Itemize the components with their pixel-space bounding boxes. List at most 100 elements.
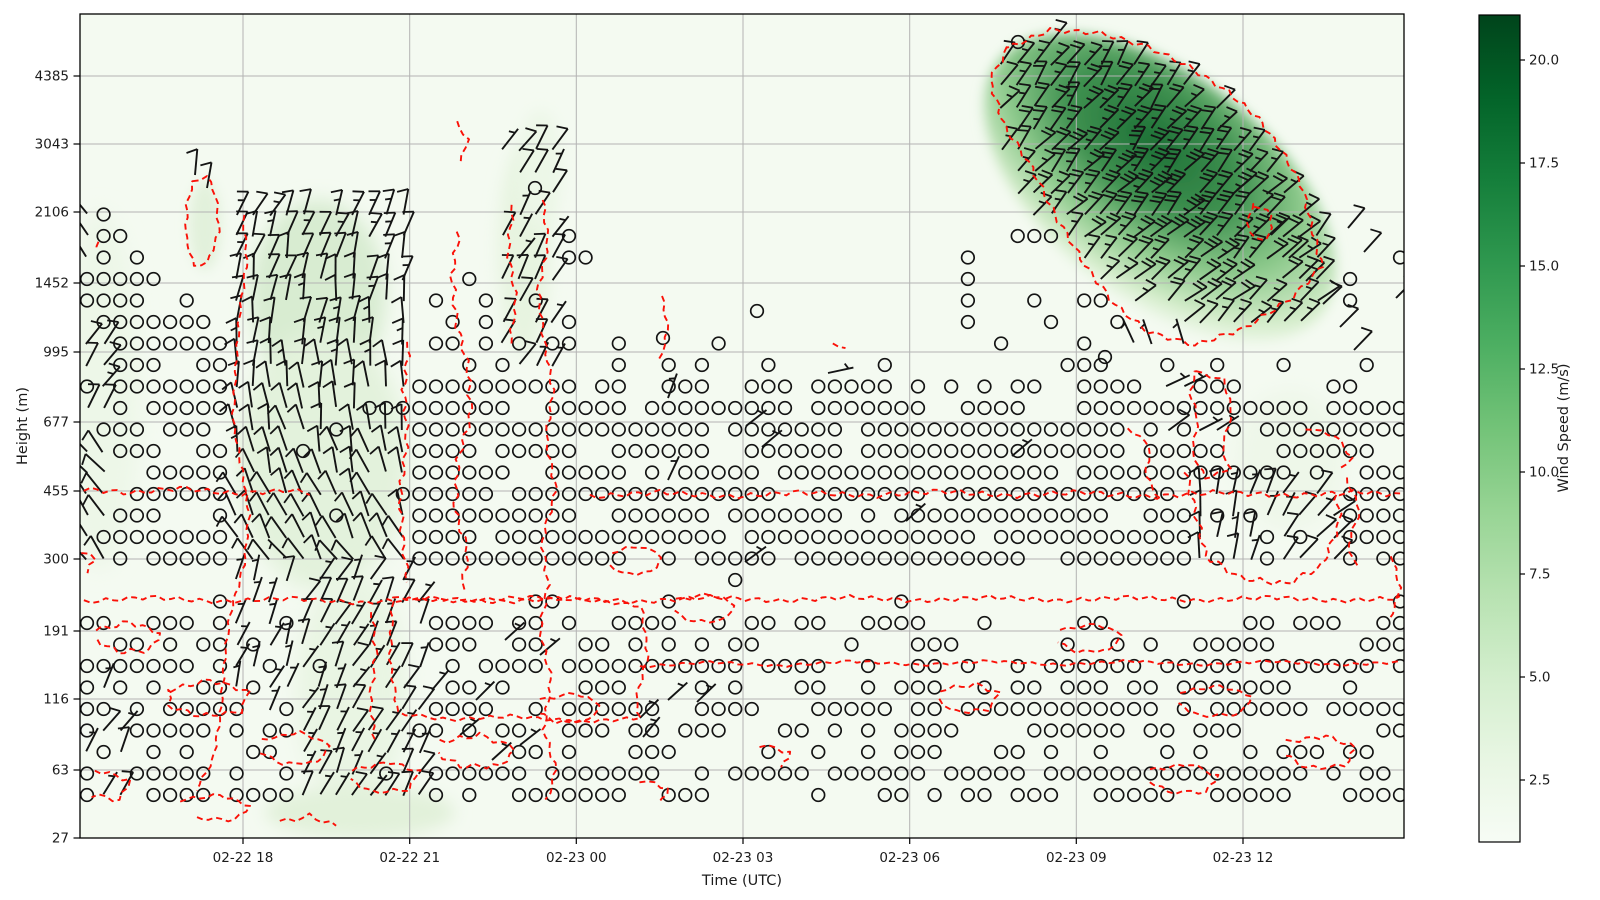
calm-circle: [611, 787, 626, 803]
wind-barb: [270, 467, 288, 494]
calm-circle: [1160, 486, 1175, 502]
wind-barb: [252, 576, 263, 603]
wind-barb: [1347, 204, 1366, 229]
calm-circle: [1126, 486, 1142, 502]
calm-circle: [1359, 422, 1374, 437]
calm-circle: [661, 379, 676, 394]
calm-circle: [977, 400, 992, 416]
calm-circle: [478, 293, 494, 308]
wind-barb: [1182, 255, 1202, 280]
calm-circle: [927, 787, 942, 803]
calm-circle: [661, 422, 676, 437]
wind-barb: [256, 446, 272, 474]
calm-circle: [428, 508, 444, 523]
wind-barb: [268, 685, 281, 711]
calm-circle: [113, 680, 128, 695]
calm-circle: [1077, 551, 1092, 566]
calm-circle: [1342, 443, 1358, 459]
wind-barb: [80, 498, 89, 516]
calm-circle: [1077, 529, 1092, 545]
calm-circle: [246, 744, 261, 760]
calm-circle: [860, 615, 876, 631]
calm-circle: [1392, 486, 1404, 502]
calm-circle: [478, 551, 494, 566]
calm-circle: [1093, 486, 1108, 502]
wind-barb: [1167, 276, 1186, 302]
calm-circle: [827, 443, 843, 459]
calm-circle: [1110, 400, 1125, 416]
calm-circle: [595, 658, 610, 674]
calm-circle: [229, 766, 244, 781]
wind-barb: [417, 581, 436, 603]
wind-barb: [267, 577, 278, 603]
calm-circle: [1376, 787, 1391, 803]
calm-circle: [1143, 529, 1158, 545]
calm-circle: [445, 615, 460, 631]
calm-circle: [179, 422, 194, 437]
calm-circle: [96, 701, 111, 717]
calm-circle: [262, 658, 277, 674]
calm-circle: [678, 465, 693, 480]
calm-circle: [179, 787, 194, 803]
wind-barb: [346, 210, 359, 237]
calm-circle: [1126, 379, 1142, 394]
calm-circle: [749, 303, 765, 319]
calm-circle: [179, 615, 194, 631]
wind-barb: [1050, 42, 1070, 66]
calm-circle: [495, 529, 510, 545]
calm-circle: [611, 379, 626, 394]
calm-circle: [1077, 615, 1092, 631]
calm-circle: [728, 551, 743, 566]
calm-circle: [1126, 400, 1142, 416]
red-dashed-contour: [1127, 427, 1162, 500]
red-dashed-contour: [938, 681, 1002, 714]
calm-circle: [1110, 486, 1125, 502]
wind-barb: [352, 707, 369, 732]
wind-barb: [667, 455, 680, 481]
calm-circle: [661, 508, 676, 523]
calm-circle: [761, 508, 776, 523]
calm-circle: [860, 658, 876, 674]
colorbar-layer: 2.5 5.0 7.5 10.0 12.5 15.0 17.5 20.0: [1478, 14, 1559, 843]
calm-circle: [478, 615, 494, 631]
wind-barb: [238, 403, 254, 431]
calm-circle: [960, 400, 976, 416]
calm-circle: [694, 680, 710, 695]
wind-barb: [374, 359, 387, 387]
wind-barb: [1164, 148, 1182, 173]
wind-barb: [1217, 296, 1235, 322]
calm-circle: [412, 486, 427, 502]
calm-circle: [1176, 465, 1192, 480]
calm-circle: [113, 637, 128, 652]
y-tick-label: 3043: [35, 137, 69, 153]
calm-circle: [561, 336, 577, 351]
red-dashed-contour: [95, 620, 161, 655]
calm-circle: [711, 465, 726, 480]
calm-circle: [1392, 508, 1404, 523]
calm-circle: [129, 271, 145, 287]
calm-circle: [1359, 400, 1374, 416]
wind-barb: [299, 472, 322, 496]
calm-circle: [1359, 766, 1374, 781]
calm-circle: [1093, 443, 1108, 459]
calm-circle: [1010, 379, 1025, 394]
calm-circle: [827, 465, 843, 480]
calm-circle: [1043, 314, 1059, 330]
calm-circle: [129, 336, 145, 351]
wind-barb: [301, 686, 320, 709]
calm-circle: [1259, 400, 1275, 416]
wind-barb: [352, 666, 371, 688]
calm-circle: [1326, 658, 1341, 674]
calm-circle: [1060, 680, 1075, 695]
calm-circle: [960, 551, 976, 566]
wind-barb: [80, 464, 89, 474]
calm-circle: [1110, 637, 1125, 652]
calm-circle: [960, 658, 976, 674]
wind-barb: [400, 642, 414, 668]
calm-circle: [1143, 508, 1158, 523]
calm-circle: [993, 508, 1009, 523]
wind-barb: [351, 771, 368, 796]
wind-barb: [285, 640, 294, 667]
calm-circle: [1326, 400, 1341, 416]
calm-circle: [495, 551, 510, 566]
